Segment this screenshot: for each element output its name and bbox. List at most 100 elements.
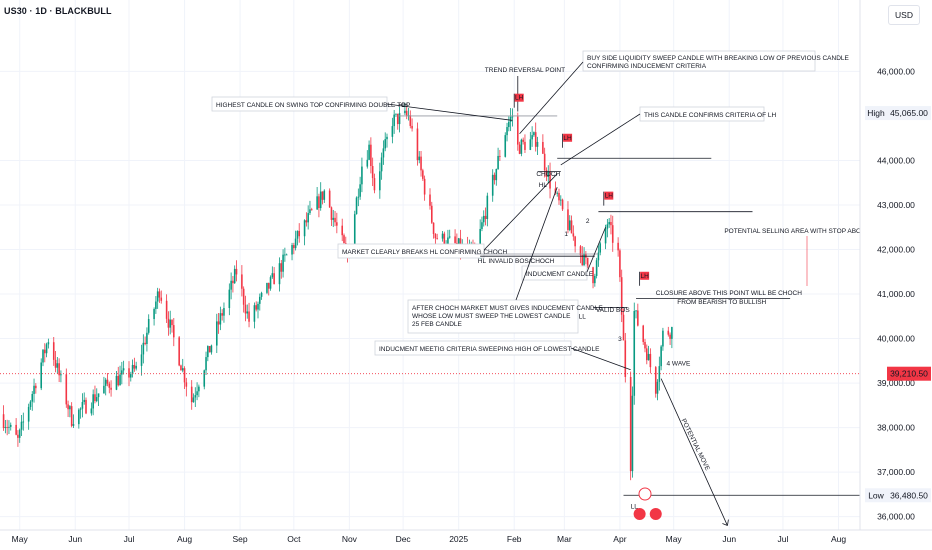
candle-body: [72, 424, 75, 426]
candle-body: [671, 327, 673, 339]
candle: [619, 248, 621, 282]
candle-body: [647, 353, 650, 361]
candle-body: [158, 291, 161, 298]
candle: [516, 112, 519, 151]
candle-body: [619, 250, 621, 278]
candle-body: [108, 383, 111, 388]
candle: [547, 165, 550, 184]
candle-body: [642, 325, 645, 342]
candle: [432, 222, 435, 239]
candle-body: [217, 321, 220, 325]
candle-body: [386, 136, 388, 140]
candle-body: [128, 368, 130, 378]
candle: [293, 242, 295, 255]
candle-body: [418, 156, 421, 161]
candle-body: [242, 288, 245, 305]
flag-cloth: [604, 191, 614, 200]
candle: [434, 233, 437, 245]
price-axis[interactable]: 46,000.00 44,000.00 43,000.00 42,000.00 41,0…: [859, 0, 932, 550]
candle: [635, 309, 637, 319]
candle: [404, 102, 406, 116]
price-marker-value: 39,210.50: [890, 369, 928, 379]
candle: [542, 134, 544, 154]
candle-body: [359, 184, 361, 197]
candle: [79, 407, 82, 419]
candle: [606, 218, 609, 238]
candle-body: [379, 171, 381, 191]
potential-selling-text: POTENTIAL SELLING AREA WITH STOP ABOVE 4…: [724, 228, 890, 235]
candle-body: [604, 228, 607, 244]
candle: [654, 365, 657, 398]
x-tick-label: 2025: [449, 534, 468, 544]
candle: [586, 257, 589, 269]
candle: [294, 230, 297, 251]
candle: [323, 189, 326, 203]
candle-body: [269, 277, 272, 289]
candle-body: [60, 374, 62, 376]
candle-body: [353, 214, 356, 254]
candle: [178, 336, 180, 367]
candle: [608, 218, 610, 228]
note-buy-side-text-2: CONFIRMING INDUCEMENT CRITERIA: [587, 63, 707, 70]
x-tick-label: Feb: [507, 534, 522, 544]
candle-body: [40, 362, 43, 389]
candle-body: [558, 192, 560, 201]
candle: [545, 167, 548, 181]
candle: [637, 303, 639, 327]
candle-body: [522, 139, 524, 142]
flag-label: LH: [515, 95, 524, 102]
candle-body: [230, 280, 232, 290]
candle-body: [504, 135, 507, 157]
candle: [158, 288, 161, 303]
candle: [285, 253, 288, 256]
candle-body: [624, 340, 627, 377]
candle: [343, 233, 345, 244]
candle-body: [221, 313, 223, 316]
candle-body: [172, 325, 175, 338]
candle: [260, 291, 263, 300]
currency-button[interactable]: USD: [888, 5, 920, 25]
candle: [336, 212, 338, 234]
candle: [208, 346, 211, 353]
candle: [185, 377, 188, 397]
candle-body: [35, 385, 37, 389]
price-axis-bg: [860, 0, 932, 550]
y-tick-label: 40,000.00: [877, 334, 915, 344]
candle-body: [599, 243, 602, 253]
flag-cloth: [640, 271, 650, 280]
candle-body: [215, 321, 218, 346]
candle: [4, 420, 7, 434]
candle: [29, 400, 32, 410]
candle: [196, 382, 198, 401]
candle-body: [597, 252, 600, 261]
candle: [509, 108, 512, 132]
candle-body: [81, 402, 84, 409]
potential-move-arrowhead-b: [727, 519, 729, 526]
candle: [420, 150, 422, 177]
candle-body: [508, 121, 510, 128]
candle: [284, 247, 286, 262]
candle: [430, 201, 433, 224]
candle-body: [579, 246, 582, 256]
candle-body: [42, 349, 44, 363]
candle-body: [248, 311, 250, 322]
candle: [121, 361, 123, 385]
x-tick-label: Aug: [177, 534, 192, 544]
candle-body: [153, 308, 155, 320]
candle-body: [370, 144, 372, 167]
candle: [355, 196, 358, 215]
candle-body: [181, 368, 184, 371]
time-axis[interactable]: May Jun Jul Aug Sep Oct Nov Dec 2025 Feb Mar Apr May…: [0, 529, 932, 544]
candle-body: [133, 364, 136, 369]
candle-body: [31, 393, 34, 402]
candle: [642, 324, 645, 345]
candle-body: [395, 113, 397, 115]
candle: [203, 369, 206, 390]
candle-body: [608, 222, 610, 225]
candle: [484, 207, 487, 226]
candle-body: [506, 127, 508, 136]
candle: [232, 275, 234, 293]
candle: [255, 301, 258, 312]
candle: [298, 223, 301, 243]
